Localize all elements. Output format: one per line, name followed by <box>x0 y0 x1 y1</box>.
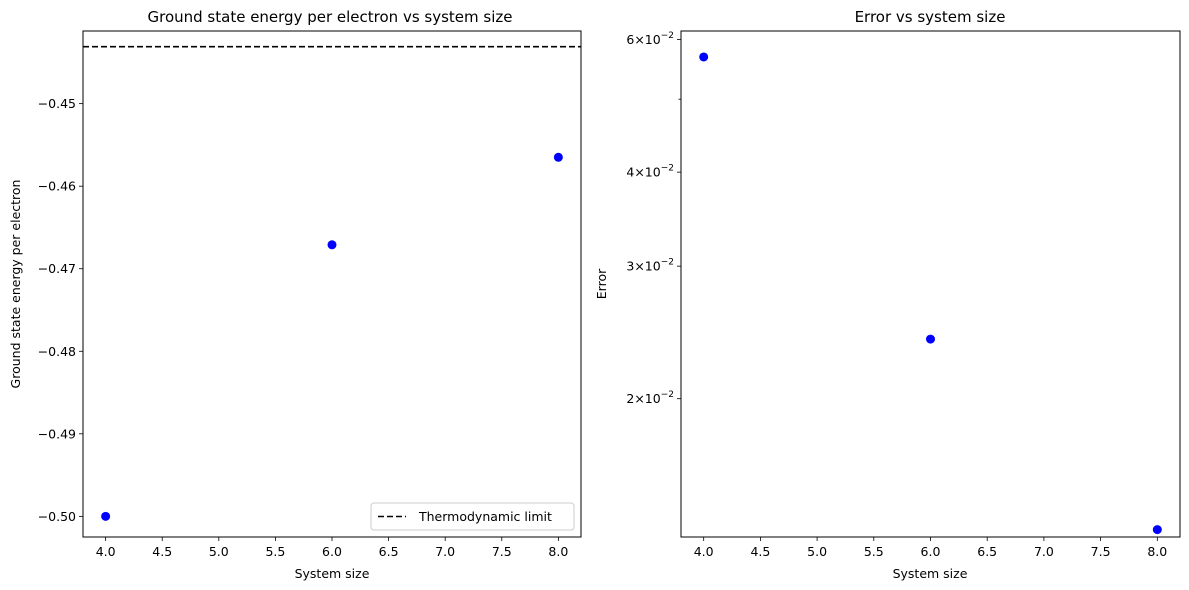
x-tick-label: 6.5 <box>977 544 997 559</box>
energy-chart-x-ticks: 4.0 4.5 5.0 5.5 6.0 6.5 7.0 7.5 8.0 <box>96 537 568 559</box>
error-chart-title: Error vs system size <box>855 8 1006 26</box>
error-chart-y-ticks: 6×10−2 4×10−2 3×10−2 2×10−2 <box>626 31 681 406</box>
x-tick-label: 6.5 <box>379 544 399 559</box>
x-tick-label: 5.0 <box>807 544 827 559</box>
error-chart: Error vs system size 4.0 4.5 5.0 5.5 6.0 6.5 7… <box>594 8 1181 581</box>
y-tick-label: −0.48 <box>38 344 76 359</box>
x-tick-label: 5.0 <box>209 544 229 559</box>
energy-chart: Ground state energy per electron vs syst… <box>8 8 582 581</box>
data-point <box>1152 525 1162 535</box>
data-point <box>926 334 935 344</box>
y-tick-label: 4×10−2 <box>626 164 674 180</box>
y-tick-label: −0.50 <box>38 509 76 524</box>
error-chart-x-label: System size <box>893 566 968 581</box>
y-tick-label: −0.45 <box>38 96 76 111</box>
error-chart-x-ticks: 4.0 4.5 5.0 5.5 6.0 6.5 7.0 7.5 8.0 <box>694 537 1167 559</box>
legend-label: Thermodynamic limit <box>418 509 552 524</box>
y-tick-label: −0.49 <box>38 426 76 441</box>
y-tick-label: 2×10−2 <box>626 390 674 406</box>
x-tick-label: 7.0 <box>435 544 455 559</box>
energy-chart-x-label: System size <box>295 566 370 581</box>
x-tick-label: 5.5 <box>265 544 285 559</box>
y-tick-label: −0.47 <box>38 261 76 276</box>
energy-chart-title: Ground state energy per electron vs syst… <box>147 8 512 26</box>
y-tick-label: 3×10−2 <box>626 258 674 274</box>
error-chart-points <box>699 52 1162 535</box>
x-tick-label: 8.0 <box>548 544 568 559</box>
data-point <box>327 240 337 250</box>
x-tick-label: 4.0 <box>96 544 116 559</box>
x-tick-label: 4.5 <box>152 544 172 559</box>
data-point <box>101 511 111 521</box>
x-tick-label: 4.0 <box>694 544 714 559</box>
energy-chart-y-label: Ground state energy per electron <box>8 180 23 389</box>
y-tick-label: 6×10−2 <box>626 31 674 47</box>
x-tick-label: 6.0 <box>322 544 342 559</box>
x-tick-label: 7.0 <box>1034 544 1054 559</box>
data-point <box>699 52 709 62</box>
y-tick-label: −0.46 <box>38 179 76 194</box>
x-tick-label: 6.0 <box>921 544 941 559</box>
data-point <box>553 152 563 162</box>
x-tick-label: 5.5 <box>864 544 884 559</box>
x-tick-label: 8.0 <box>1147 544 1167 559</box>
x-tick-label: 7.5 <box>492 544 512 559</box>
x-tick-label: 7.5 <box>1091 544 1111 559</box>
error-chart-y-label: Error <box>594 268 609 299</box>
x-tick-label: 4.5 <box>750 544 770 559</box>
legend-box <box>370 502 575 531</box>
energy-chart-y-ticks: −0.45 −0.46 −0.47 −0.48 −0.49 −0.50 <box>38 96 83 524</box>
energy-chart-points <box>101 152 563 521</box>
energy-chart-legend: Thermodynamic limit <box>370 502 575 531</box>
